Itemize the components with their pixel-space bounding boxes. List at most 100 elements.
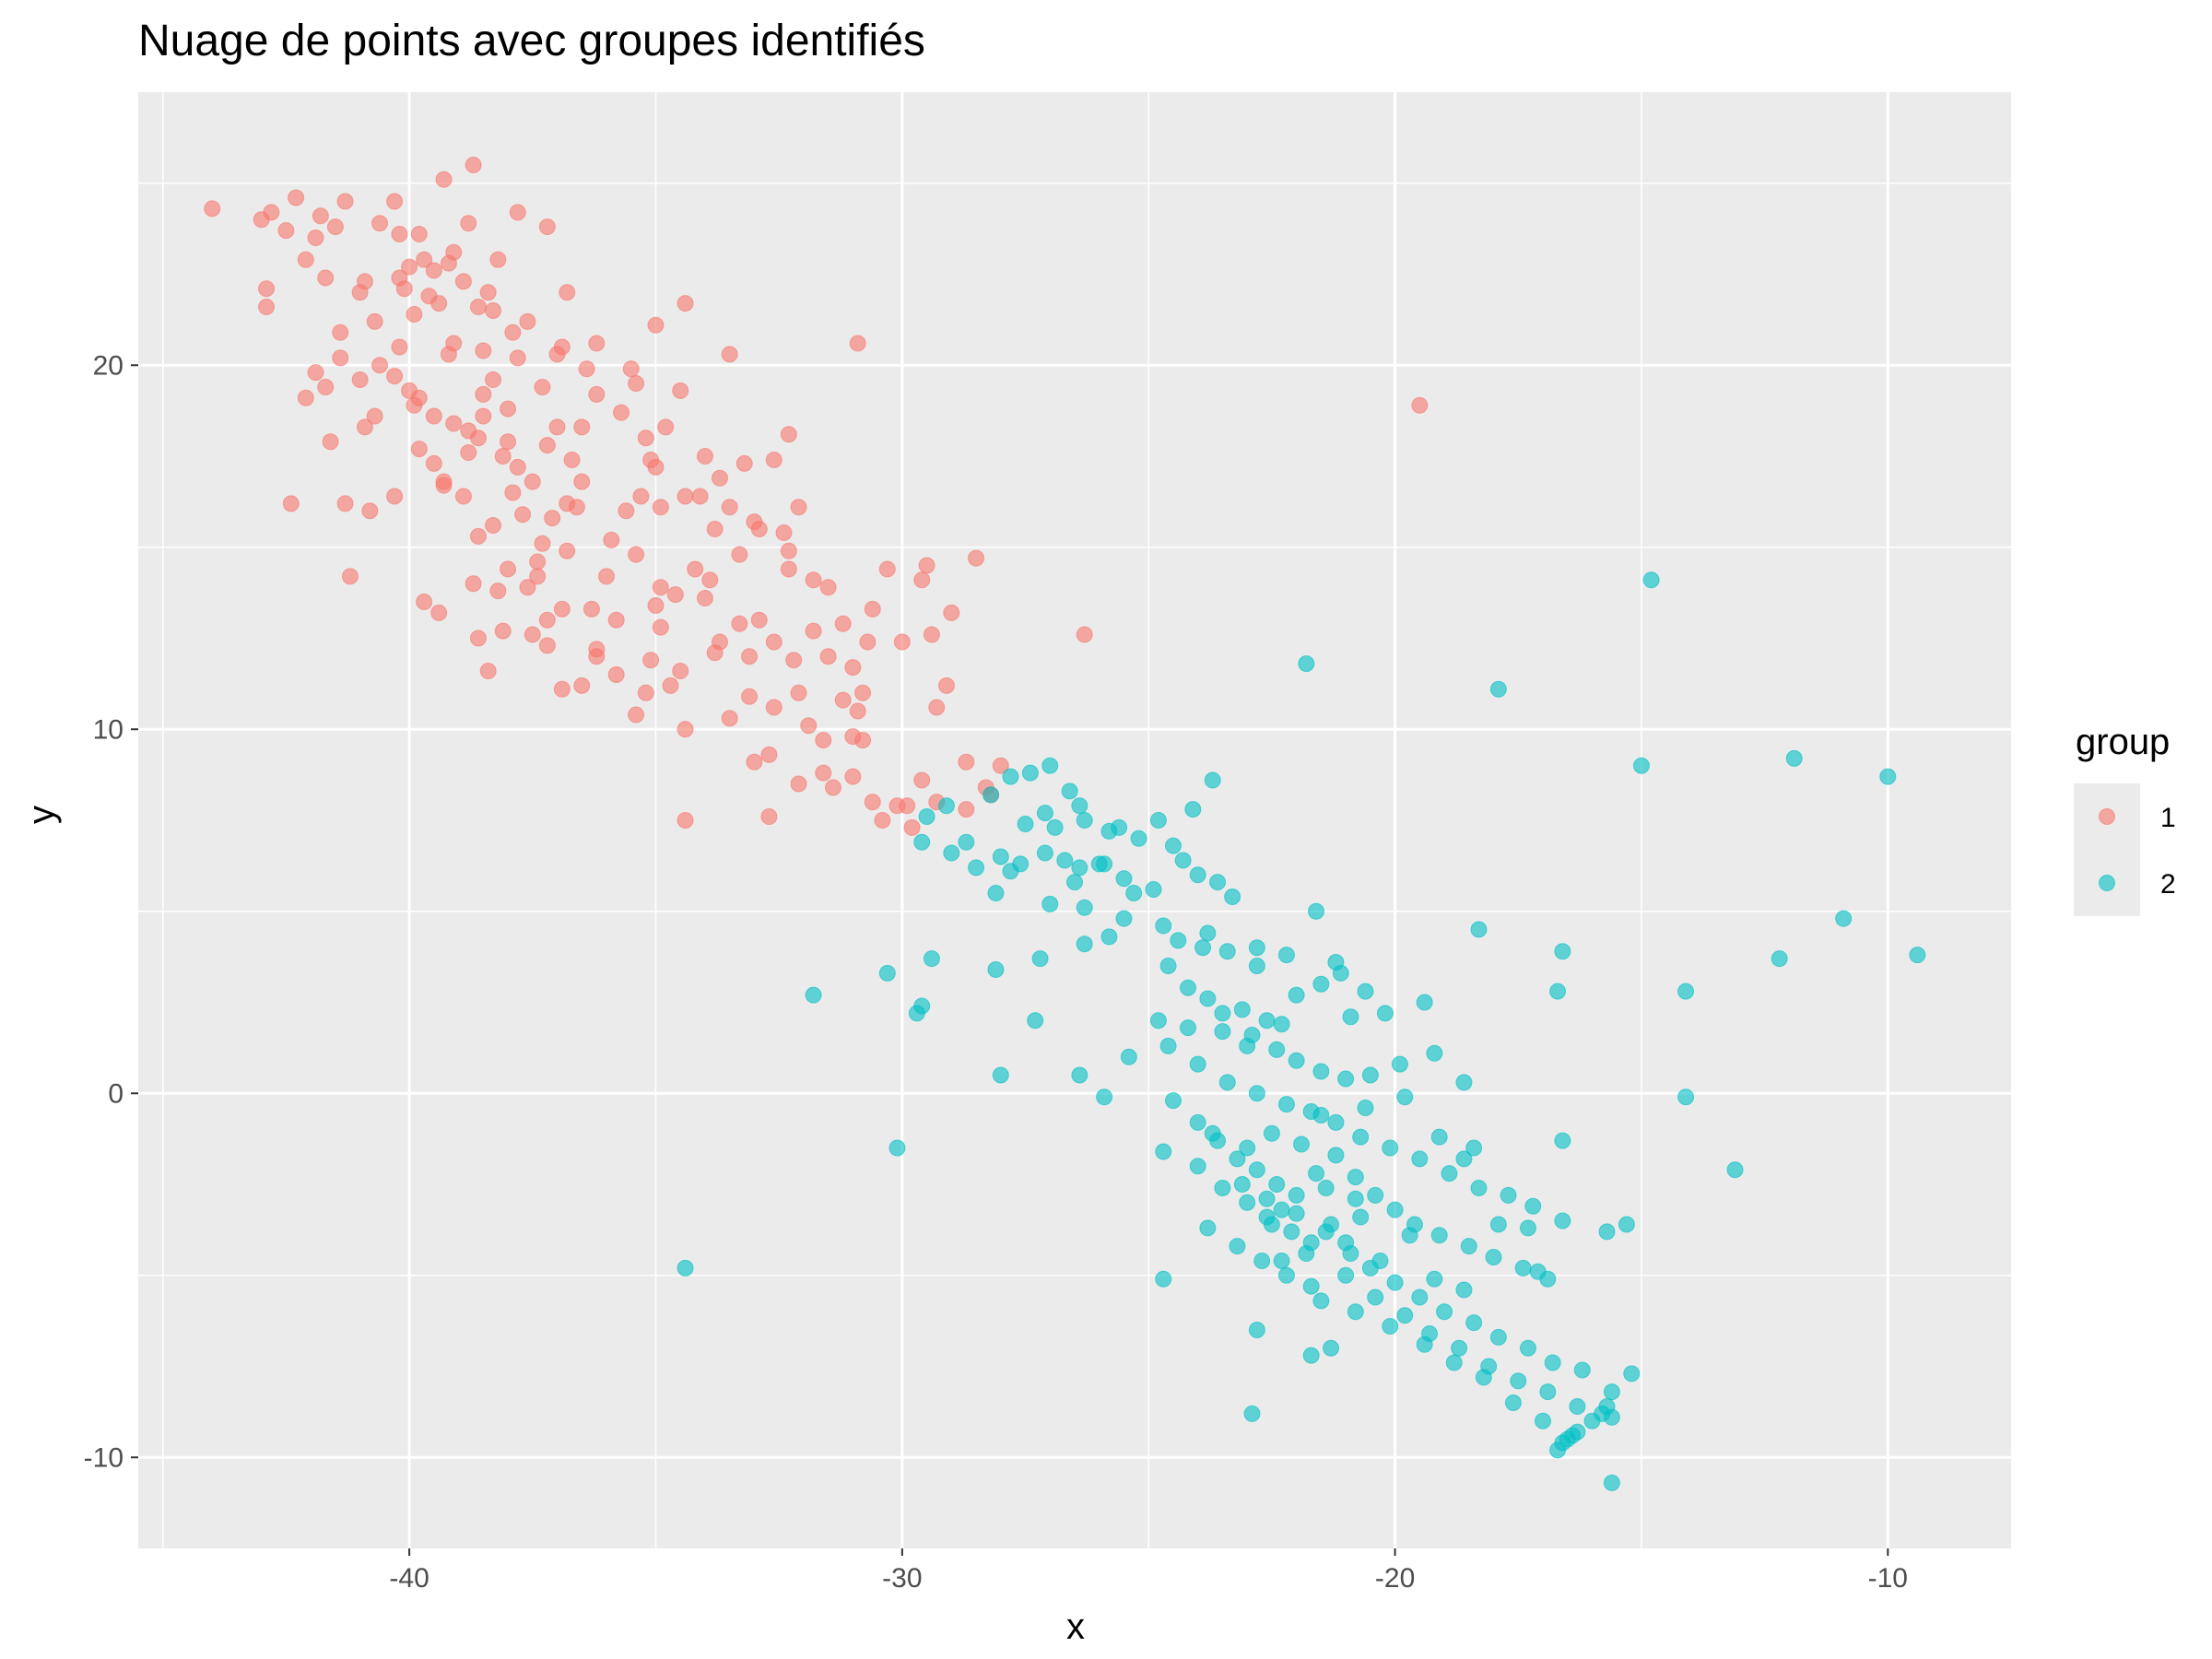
data-point-group-1 xyxy=(780,542,797,559)
data-point-group-1 xyxy=(258,299,276,316)
data-point-group-2 xyxy=(987,885,1005,901)
data-point-group-1 xyxy=(711,633,728,651)
x-tick-label: -40 xyxy=(389,1563,429,1594)
data-point-group-2 xyxy=(1170,932,1187,949)
data-point-group-2 xyxy=(1569,1397,1586,1415)
data-point-group-1 xyxy=(371,357,389,374)
data-point-group-1 xyxy=(677,812,694,829)
data-point-group-2 xyxy=(1583,1412,1601,1430)
data-point-group-1 xyxy=(805,571,822,589)
data-point-group-2 xyxy=(1041,757,1059,774)
data-point-group-2 xyxy=(1623,1365,1641,1382)
data-point-group-2 xyxy=(1726,1161,1744,1179)
data-point-group-1 xyxy=(410,441,428,458)
data-point-group-1 xyxy=(696,590,713,607)
data-point-group-1 xyxy=(958,753,975,771)
data-point-group-2 xyxy=(958,833,975,851)
data-point-group-1 xyxy=(504,324,522,341)
data-point-group-2 xyxy=(1391,1055,1408,1073)
data-point-group-1 xyxy=(859,633,877,651)
data-point-group-1 xyxy=(509,458,526,476)
data-point-group-1 xyxy=(386,193,404,210)
data-point-group-2 xyxy=(1189,1158,1206,1175)
data-point-group-1 xyxy=(454,273,472,290)
data-point-group-2 xyxy=(1785,749,1803,767)
data-point-group-1 xyxy=(435,473,453,490)
data-point-group-2 xyxy=(1367,1186,1384,1204)
data-point-group-2 xyxy=(1164,1092,1182,1110)
data-point-group-1 xyxy=(401,258,418,276)
data-point-group-2 xyxy=(1535,1412,1551,1430)
data-point-group-2 xyxy=(1179,979,1196,996)
data-point-group-2 xyxy=(1465,1314,1483,1332)
data-point-group-2 xyxy=(1455,1281,1473,1299)
data-point-group-2 xyxy=(1598,1223,1616,1241)
data-point-group-1 xyxy=(489,582,507,600)
data-point-group-1 xyxy=(790,684,807,701)
data-point-group-1 xyxy=(485,302,502,319)
data-point-group-2 xyxy=(1155,1143,1172,1160)
data-point-group-1 xyxy=(489,251,507,268)
data-point-group-1 xyxy=(386,368,404,385)
x-axis-ticks: -40 -30 -20 -10 xyxy=(389,1548,1908,1594)
data-point-group-1 xyxy=(928,699,946,716)
data-point-group-1 xyxy=(819,579,837,596)
data-point-group-1 xyxy=(903,818,921,836)
data-point-group-1 xyxy=(440,346,457,363)
data-point-group-2 xyxy=(1243,1027,1261,1044)
data-point-group-1 xyxy=(317,378,335,395)
data-point-group-1 xyxy=(435,171,453,188)
data-point-group-1 xyxy=(652,579,669,596)
data-point-group-1 xyxy=(637,684,654,701)
data-point-group-1 xyxy=(598,568,615,585)
data-point-group-2 xyxy=(1549,1441,1567,1459)
data-point-group-1 xyxy=(657,418,675,436)
data-point-group-2 xyxy=(1386,1274,1404,1291)
series-group-1 xyxy=(204,157,1429,836)
data-point-group-1 xyxy=(514,506,532,524)
data-point-group-2 xyxy=(918,808,935,826)
data-point-group-2 xyxy=(1189,866,1206,884)
data-point-group-2 xyxy=(923,950,940,968)
data-point-group-1 xyxy=(652,499,669,516)
data-point-group-1 xyxy=(677,488,694,505)
data-point-group-2 xyxy=(992,848,1009,865)
data-point-group-2 xyxy=(1277,1266,1295,1284)
x-tick-label: -20 xyxy=(1375,1563,1415,1594)
data-point-group-2 xyxy=(1174,852,1192,869)
data-point-group-1 xyxy=(475,407,492,425)
data-point-group-2 xyxy=(1027,1012,1044,1030)
data-point-group-1 xyxy=(469,299,487,316)
data-point-group-1 xyxy=(652,618,669,636)
data-point-group-2 xyxy=(888,1139,906,1157)
data-point-group-2 xyxy=(943,844,960,862)
data-point-group-1 xyxy=(440,254,457,272)
data-point-group-2 xyxy=(1041,895,1059,912)
grid-major xyxy=(138,92,2011,1548)
data-point-group-2 xyxy=(1194,939,1212,957)
x-axis-title: x xyxy=(1066,1606,1085,1647)
data-point-group-2 xyxy=(913,833,931,851)
data-point-group-2 xyxy=(1302,1277,1320,1295)
data-point-group-2 xyxy=(1441,1165,1458,1182)
data-point-group-1 xyxy=(277,222,295,240)
data-point-group-1 xyxy=(613,404,630,421)
data-point-group-1 xyxy=(958,801,975,818)
data-point-group-1 xyxy=(391,226,408,243)
data-point-group-1 xyxy=(529,568,547,585)
data-point-group-2 xyxy=(1277,947,1295,964)
data-point-group-1 xyxy=(559,284,576,301)
data-point-group-1 xyxy=(445,415,463,432)
data-point-group-1 xyxy=(672,663,689,680)
data-point-group-1 xyxy=(805,622,822,640)
data-point-group-1 xyxy=(800,717,818,735)
data-point-group-2 xyxy=(1233,1176,1251,1193)
data-point-group-2 xyxy=(1149,1012,1167,1030)
data-point-group-2 xyxy=(1115,870,1133,888)
y-tick-label: 20 xyxy=(93,350,124,381)
data-point-group-1 xyxy=(824,779,841,796)
data-point-group-2 xyxy=(1524,1197,1542,1215)
data-point-group-2 xyxy=(1337,1070,1355,1088)
data-point-group-1 xyxy=(312,207,329,225)
data-point-group-1 xyxy=(534,378,551,395)
